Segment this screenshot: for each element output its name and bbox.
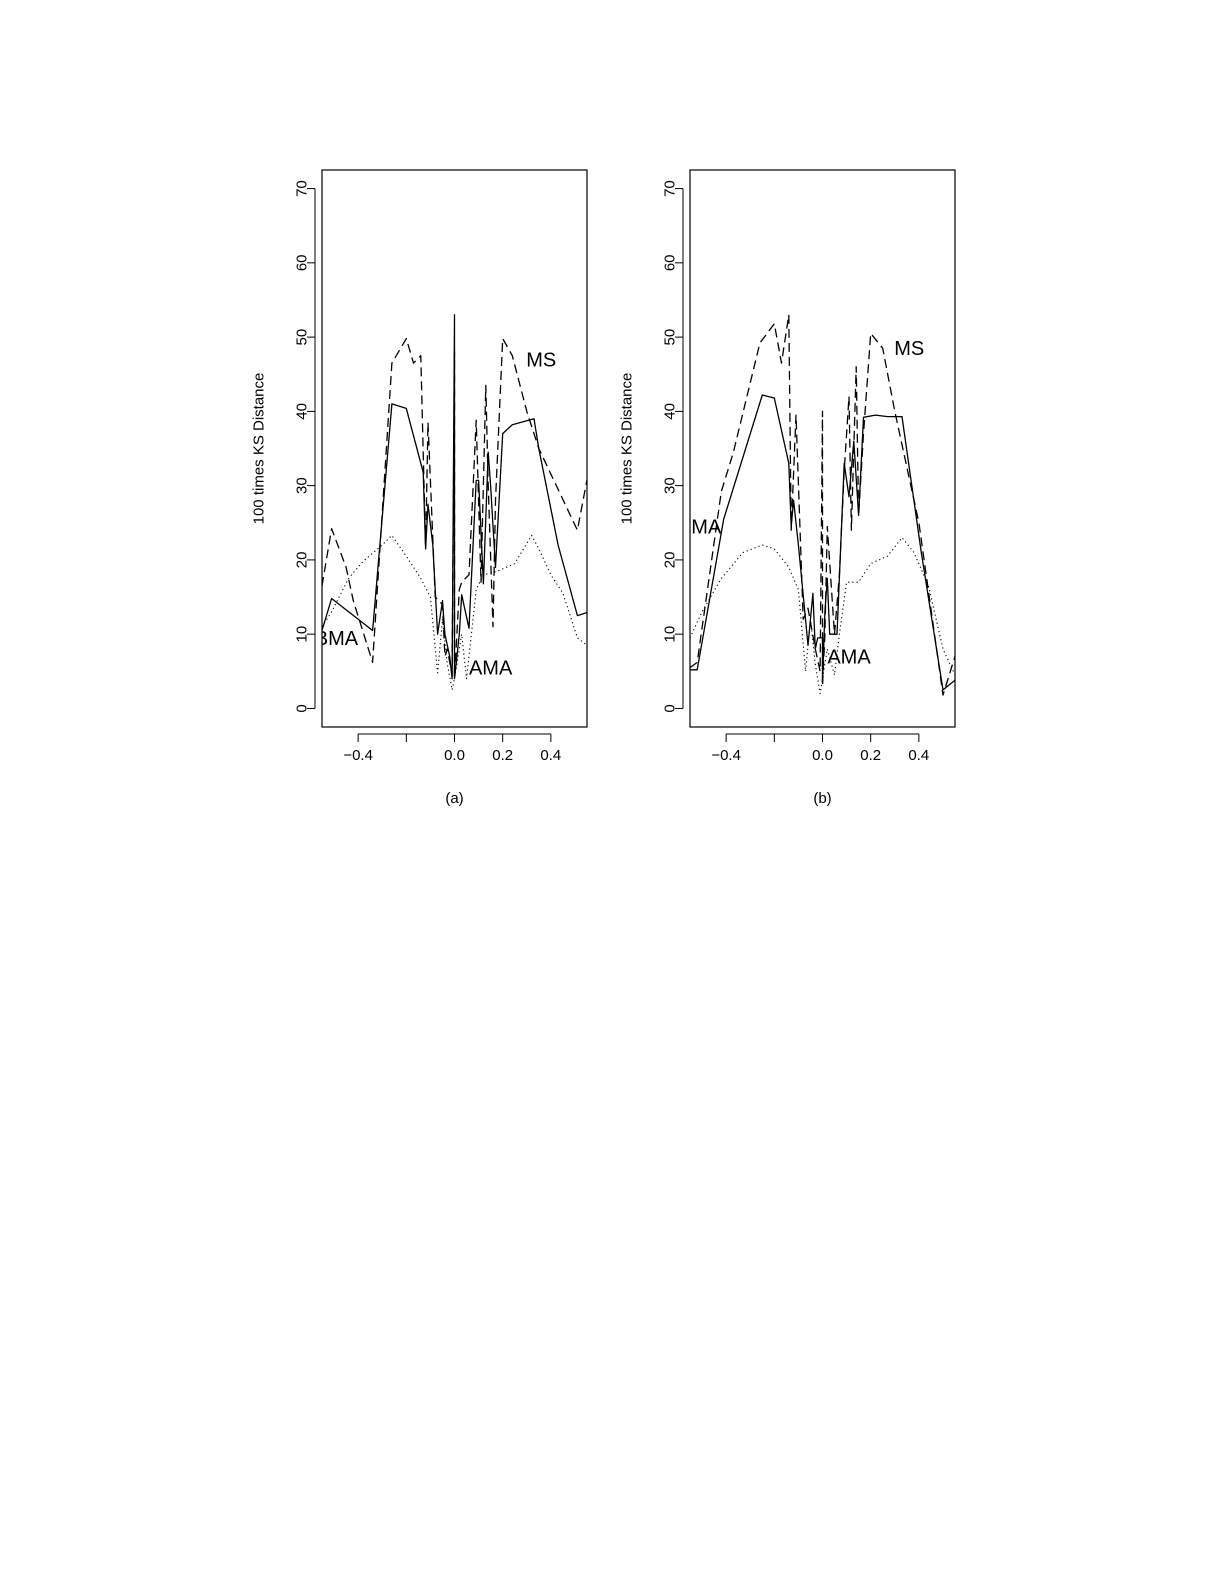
y-tick-label: 70: [662, 180, 679, 197]
panel-caption-b: (b): [813, 790, 831, 807]
y-tick-label: 10: [662, 626, 679, 643]
annotation-label: AMA: [469, 658, 513, 680]
panel-b: MS BMA AMA 0 10 20 30 40 50 60 70 100 ti…: [619, 169, 956, 807]
y-tick-label: 40: [294, 403, 311, 420]
annotation-layer-b: MS BMA AMA: [678, 338, 924, 668]
y-tick-label: 0: [662, 704, 679, 712]
x-tick-label: 0.2: [860, 747, 881, 764]
plot-area-b: MS BMA AMA: [678, 169, 956, 728]
annotation-label: MS: [526, 349, 556, 371]
series-line-dashed: [690, 314, 955, 696]
annotation-label: BMA: [315, 628, 359, 650]
y-tick-label: 10: [294, 626, 311, 643]
series-layer-a: [322, 314, 587, 691]
y-axis-title-b: 100 times KS Distance: [619, 373, 636, 525]
x-tick-label: 0.0: [812, 747, 833, 764]
panel-caption-a: (a): [445, 790, 463, 807]
y-tick-label: 50: [662, 329, 679, 346]
series-line-solid: [690, 394, 955, 691]
annotation-label: MS: [894, 338, 924, 360]
x-tick-label: 0.2: [492, 747, 513, 764]
y-tick-label: 70: [294, 180, 311, 197]
y-tick-label: 0: [294, 704, 311, 712]
y-axis-title-a: 100 times KS Distance: [251, 373, 268, 525]
x-tick-label: 0.0: [444, 747, 465, 764]
plot-frame-b: [689, 169, 956, 728]
x-tick-label: −0.4: [343, 747, 373, 764]
y-tick-label: 60: [662, 254, 679, 271]
y-axis-b: 0 10 20 30 40 50 60 70 100 times KS Dist…: [619, 180, 684, 713]
y-tick-label: 40: [662, 403, 679, 420]
y-tick-label: 30: [294, 477, 311, 494]
plot-area-a: MS BMA AMA: [315, 169, 588, 728]
panel-a: MS BMA AMA 0 10 20 30 40 50 60 70 100 ti…: [251, 169, 588, 807]
annotation-label: BMA: [678, 516, 722, 538]
series-line-dashed: [322, 337, 587, 680]
y-axis-a: 0 10 20 30 40 50 60 70 100 times KS Dist…: [251, 180, 316, 713]
y-tick-label: 20: [662, 552, 679, 569]
x-tick-label: −0.4: [711, 747, 741, 764]
y-tick-label: 60: [294, 254, 311, 271]
annotation-label: AMA: [827, 646, 871, 668]
y-tick-label: 30: [662, 477, 679, 494]
x-tick-label: 0.4: [908, 747, 929, 764]
x-axis-b: −0.4 0.0 0.2 0.4: [711, 733, 929, 764]
y-tick-label: 20: [294, 552, 311, 569]
series-layer-b: [690, 314, 955, 696]
annotation-layer-a: MS BMA AMA: [315, 349, 556, 680]
x-tick-label: 0.4: [540, 747, 561, 764]
x-axis-a: −0.4 0.0 0.2 0.4: [343, 733, 561, 764]
plot-frame-a: [321, 169, 588, 728]
y-tick-label: 50: [294, 329, 311, 346]
